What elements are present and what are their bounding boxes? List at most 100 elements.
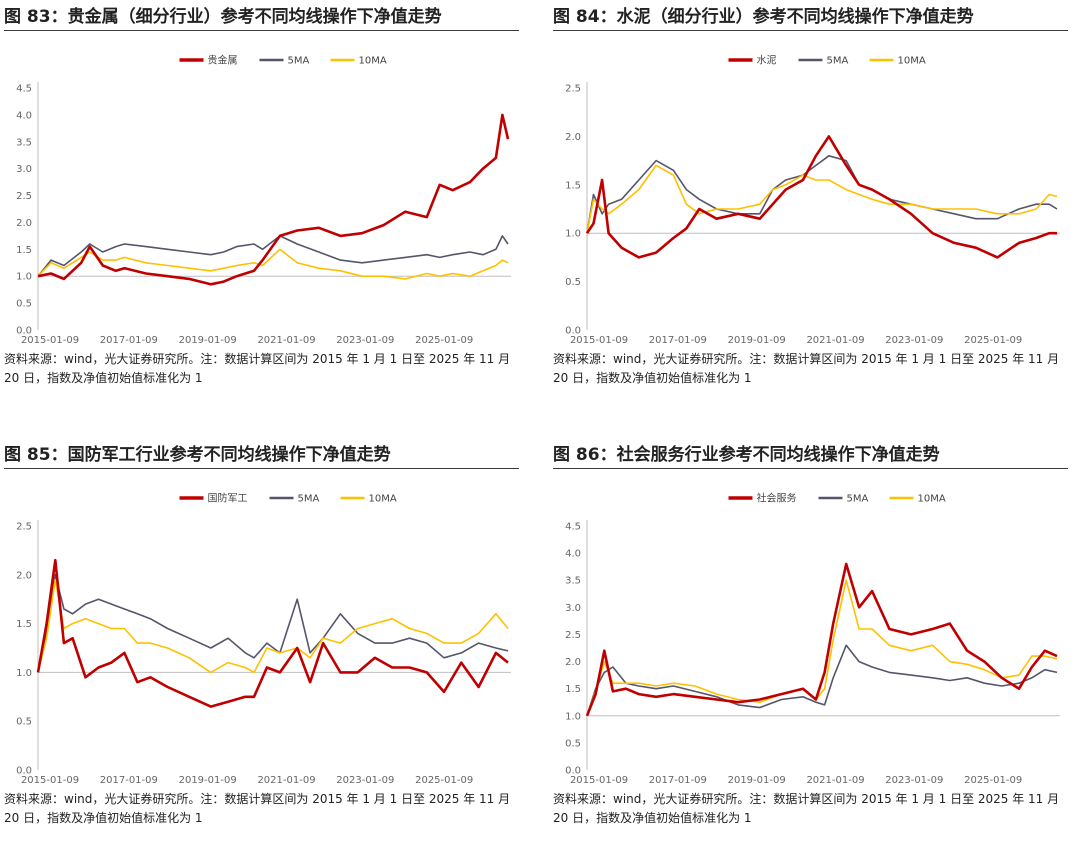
legend-label: 5MA	[827, 56, 849, 67]
chart-panel-85: 图 85：国防军工行业参考不同均线操作下净值走势 0.0 0.5 1.0 1.5 2.0…	[4, 442, 519, 832]
series-line-ma5	[37, 574, 509, 673]
legend-label: 国防军工	[208, 492, 248, 505]
x-tick-label: 2017-01-09	[100, 775, 158, 786]
x-tick-label: 2019-01-09	[728, 775, 786, 786]
series-line-index	[585, 135, 1057, 259]
y-tick-label: 2.5	[16, 191, 32, 202]
line-chart: 0.0 0.5 1.0 1.5 2.0 2.5 3.0 3.5 4.0 4.5 2015-01-09…	[565, 492, 1060, 786]
y-tick-label: 0.5	[16, 717, 32, 728]
legend-label: 10MA	[918, 494, 946, 505]
y-tick-label: 0.0	[565, 766, 581, 777]
legend-label: 社会服务	[757, 492, 797, 505]
y-tick-label: 2.5	[16, 522, 32, 533]
x-tick-label: 2015-01-09	[570, 775, 628, 786]
legend-label: 10MA	[369, 494, 397, 505]
x-tick-label: 2021-01-09	[806, 775, 864, 786]
y-tick-label: 1.5	[16, 619, 32, 630]
x-tick-label: 2023-01-09	[336, 335, 394, 346]
x-tick-label: 2017-01-09	[649, 335, 707, 346]
y-tick-label: 2.0	[565, 132, 581, 143]
source-note: 资料来源：wind，光大证券研究所。注：数据计算区间为 2015 年 1 月 1…	[553, 352, 1060, 385]
x-tick-label: 2015-01-09	[570, 335, 628, 346]
x-tick-label: 2023-01-09	[885, 335, 943, 346]
y-tick-label: 0.5	[16, 299, 32, 310]
x-tick-label: 2025-01-09	[415, 775, 473, 786]
source-note: 资料来源：wind，光大证券研究所。注：数据计算区间为 2015 年 1 月 1…	[553, 792, 1060, 825]
y-tick-label: 2.5	[565, 630, 581, 641]
y-tick-label: 2.0	[16, 570, 32, 581]
chart-area: 0.0 0.5 1.0 1.5 2.0 2.5 3.0 3.5 4.0 4.5 2015-01-09…	[553, 478, 1068, 788]
y-tick-label: 0.0	[16, 326, 32, 337]
y-tick-label: 3.0	[16, 164, 32, 175]
source-note: 资料来源：wind，光大证券研究所。注：数据计算区间为 2015 年 1 月 1…	[4, 792, 511, 825]
y-tick-label: 2.0	[565, 657, 581, 668]
y-tick-label: 1.0	[565, 229, 581, 240]
x-tick-label: 2015-01-09	[21, 335, 79, 346]
chart-title: 图 85：国防军工行业参考不同均线操作下净值走势	[4, 442, 519, 469]
legend-label: 5MA	[288, 56, 310, 67]
series-line-ma5	[586, 644, 1058, 717]
x-tick-label: 2021-01-09	[257, 335, 315, 346]
series-line-index	[585, 562, 1058, 717]
x-tick-label: 2025-01-09	[964, 335, 1022, 346]
chart-title: 图 83：贵金属（细分行业）参考不同均线操作下净值走势	[4, 4, 519, 31]
series-line-ma10	[37, 248, 509, 280]
y-tick-label: 0.5	[565, 277, 581, 288]
x-tick-label: 2019-01-09	[179, 335, 237, 346]
y-tick-label: 2.0	[16, 218, 32, 229]
chart-title: 图 84：水泥（细分行业）参考不同均线操作下净值走势	[553, 4, 1068, 31]
y-tick-label: 2.5	[565, 84, 581, 95]
series-line-index	[37, 113, 510, 286]
series-line-ma10	[586, 164, 1058, 234]
legend-label: 10MA	[359, 56, 387, 67]
legend-label: 5MA	[847, 494, 869, 505]
y-tick-label: 0.5	[565, 738, 581, 749]
source-note: 资料来源：wind，光大证券研究所。注：数据计算区间为 2015 年 1 月 1…	[4, 352, 511, 385]
x-tick-label: 2015-01-09	[21, 775, 79, 786]
x-tick-label: 2017-01-09	[649, 775, 707, 786]
chart-area: 0.0 0.5 1.0 1.5 2.0 2.5 2015-01-09 2017-01-09 20…	[553, 40, 1068, 348]
series-line-ma5	[586, 155, 1058, 234]
y-tick-label: 0.0	[565, 326, 581, 337]
y-tick-label: 3.5	[16, 137, 32, 148]
chart-area: 0.0 0.5 1.0 1.5 2.0 2.5 2015-01-09 2017-01-09 20…	[4, 478, 519, 788]
x-tick-label: 2019-01-09	[728, 335, 786, 346]
chart-panel-84: 图 84：水泥（细分行业）参考不同均线操作下净值走势 0.0 0.5 1.0 1.5 2…	[553, 4, 1068, 385]
y-tick-label: 1.0	[565, 711, 581, 722]
legend-label: 水泥	[757, 54, 777, 67]
chart-panel-83: 图 83：贵金属（细分行业）参考不同均线操作下净值走势 0.0 0.5 1.0 1.5…	[4, 4, 519, 385]
x-tick-label: 2025-01-09	[415, 335, 473, 346]
x-tick-label: 2023-01-09	[336, 775, 394, 786]
line-chart: 0.0 0.5 1.0 1.5 2.0 2.5 2015-01-09 2017-01-09 20…	[16, 492, 511, 786]
legend-label: 5MA	[298, 494, 320, 505]
y-tick-label: 4.5	[565, 522, 581, 533]
series-line-index	[36, 558, 509, 708]
x-tick-label: 2017-01-09	[100, 335, 158, 346]
y-tick-label: 4.0	[565, 549, 581, 560]
y-tick-label: 4.0	[16, 110, 32, 121]
chart-title: 图 86：社会服务行业参考不同均线操作下净值走势	[553, 442, 1068, 469]
x-tick-label: 2021-01-09	[257, 775, 315, 786]
series-line-ma5	[37, 235, 509, 277]
series-line-ma10	[586, 579, 1058, 717]
y-tick-label: 1.5	[565, 180, 581, 191]
line-chart: 0.0 0.5 1.0 1.5 2.0 2.5 3.0 3.5 4.0 4.5 2015-01-09…	[16, 54, 511, 346]
x-tick-label: 2021-01-09	[806, 335, 864, 346]
y-tick-label: 1.0	[16, 272, 32, 283]
y-tick-label: 3.5	[565, 576, 581, 587]
y-tick-label: 1.5	[16, 245, 32, 256]
y-tick-label: 1.5	[565, 684, 581, 695]
series-line-ma10	[37, 578, 509, 674]
chart-panel-86: 图 86：社会服务行业参考不同均线操作下净值走势 0.0 0.5 1.0 1.5 2.0…	[553, 442, 1068, 832]
y-tick-label: 4.5	[16, 84, 32, 95]
chart-area: 0.0 0.5 1.0 1.5 2.0 2.5 3.0 3.5 4.0 4.5 2015-01-09…	[4, 40, 519, 348]
legend-label: 贵金属	[208, 54, 238, 67]
x-tick-label: 2023-01-09	[885, 775, 943, 786]
y-tick-label: 1.0	[16, 668, 32, 679]
x-tick-label: 2025-01-09	[964, 775, 1022, 786]
line-chart: 0.0 0.5 1.0 1.5 2.0 2.5 2015-01-09 2017-01-09 20…	[565, 54, 1060, 346]
legend-label: 10MA	[898, 56, 926, 67]
y-tick-label: 0.0	[16, 766, 32, 777]
y-tick-label: 3.0	[565, 603, 581, 614]
x-tick-label: 2019-01-09	[179, 775, 237, 786]
